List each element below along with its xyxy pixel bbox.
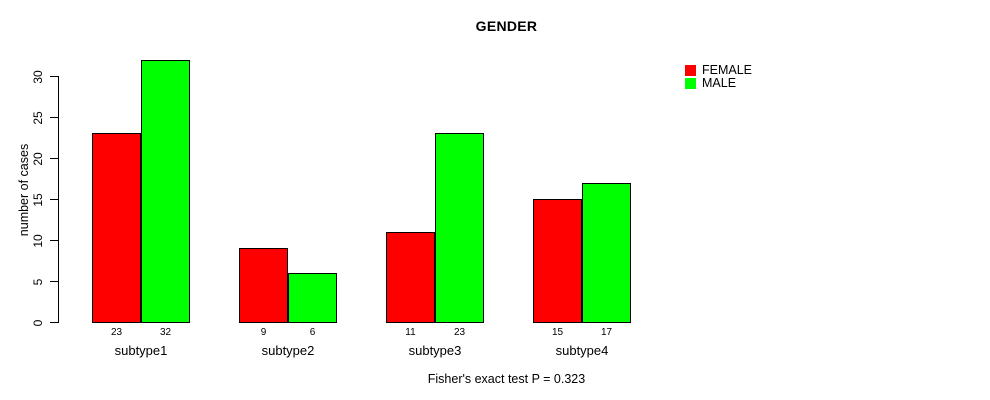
bar-value-label: 11: [405, 327, 416, 338]
y-tick: [50, 117, 58, 118]
bar-value-label: 23: [110, 327, 123, 338]
bar-male-subtype1: [141, 60, 190, 323]
y-tick: [50, 76, 58, 77]
y-tick-label: 10: [31, 233, 45, 248]
x-category-label-subtype2: subtype2: [261, 343, 315, 358]
caption-text: Fisher's exact test P = 0.323: [427, 372, 586, 386]
bar-value-label: 17: [600, 327, 613, 338]
bar-value-label: 23: [453, 327, 466, 338]
y-tick: [50, 281, 58, 282]
legend: FEMALE MALE: [685, 63, 753, 90]
y-tick-label: 30: [31, 69, 45, 84]
y-tick-label: 0: [31, 319, 45, 326]
legend-item-female: FEMALE: [685, 63, 753, 77]
x-category-label-subtype3: subtype3: [408, 343, 462, 358]
bar-value-label: 9: [260, 327, 267, 338]
y-tick-label: 15: [31, 192, 45, 207]
y-axis-label: number of cases: [17, 143, 31, 237]
y-tick: [50, 199, 58, 200]
x-category-label-subtype1: subtype1: [114, 343, 168, 358]
y-tick: [50, 322, 58, 323]
y-tick: [50, 240, 58, 241]
y-tick-label: 20: [31, 151, 45, 166]
bar-value-label: 32: [159, 327, 172, 338]
bar-value-label: 15: [551, 327, 564, 338]
legend-label: FEMALE: [702, 63, 753, 77]
x-category-label-subtype4: subtype4: [555, 343, 609, 358]
y-tick-label: 5: [31, 278, 45, 285]
chart-title: GENDER: [475, 18, 538, 34]
bar-female-subtype1: [92, 133, 141, 323]
y-axis-line: [58, 76, 59, 323]
y-tick: [50, 158, 58, 159]
legend-color-swatch: [685, 65, 696, 76]
bar-value-label: 6: [309, 327, 316, 338]
bar-female-subtype2: [239, 248, 288, 323]
legend-label: MALE: [702, 76, 737, 90]
bar-male-subtype4: [582, 183, 631, 323]
legend-item-male: MALE: [685, 76, 752, 90]
legend-color-swatch: [685, 78, 696, 89]
bar-male-subtype2: [288, 273, 337, 323]
y-tick-label: 25: [31, 110, 45, 125]
bar-female-subtype4: [533, 199, 582, 323]
bar-female-subtype3: [386, 232, 435, 323]
bar-male-subtype3: [435, 133, 484, 323]
